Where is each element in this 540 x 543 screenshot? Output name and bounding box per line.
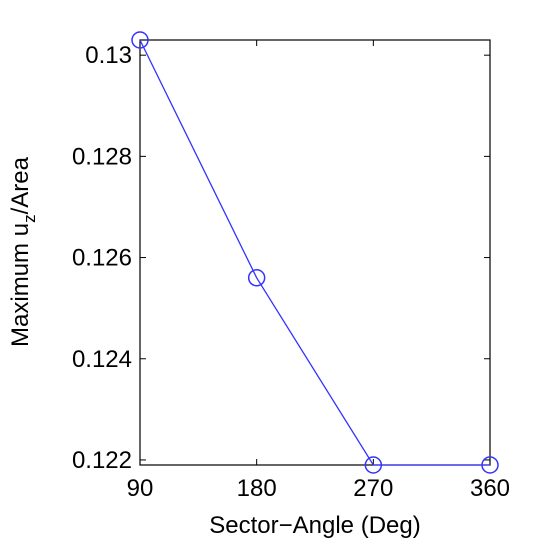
series-line — [139, 39, 490, 466]
x-axis-title: Sector−Angle (Deg) — [209, 512, 420, 539]
y-tick-label: 0.124 — [72, 346, 132, 373]
data-point-marker — [364, 456, 383, 474]
y-axis-title-suffix: /Area — [7, 156, 34, 214]
y-axis-title-prefix: Maximum u — [7, 223, 34, 347]
tick-labels: 90 180 270 360 0.122 0.124 0.126 0.128 0.13 — [72, 42, 510, 502]
plot-area — [139, 39, 491, 466]
x-tick-label: 90 — [127, 475, 154, 502]
x-tick-label: 270 — [353, 475, 393, 502]
y-tick-label: 0.126 — [72, 245, 132, 272]
data-point-marker — [481, 456, 499, 474]
x-tick-label: 360 — [470, 475, 510, 502]
x-tick-label: 180 — [237, 475, 277, 502]
series-layer — [131, 31, 499, 474]
y-tick-label: 0.122 — [72, 447, 132, 474]
data-point-marker — [131, 31, 149, 49]
y-tick-label: 0.13 — [85, 42, 132, 69]
y-axis-title-subscript: z — [20, 214, 39, 223]
data-point-marker — [247, 269, 266, 287]
y-axis-title: Maximum uz/Area — [7, 156, 39, 347]
y-tick-label: 0.128 — [72, 143, 132, 170]
axis-ticks — [139, 40, 491, 465]
